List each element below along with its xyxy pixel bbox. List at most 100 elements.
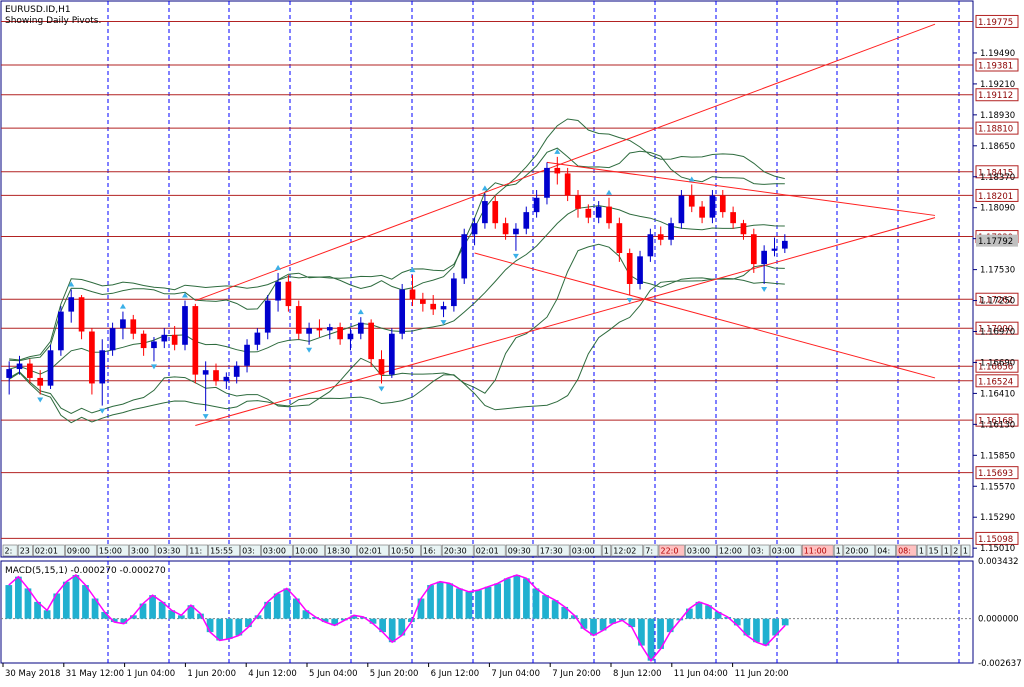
candle-body: [399, 289, 406, 334]
session-marker-box: [961, 544, 971, 557]
bollinger-bands: [8, 118, 785, 424]
time-tick-label: 4 Jun 12:00: [248, 669, 297, 679]
candle-body: [6, 369, 13, 378]
macd-bar: [542, 595, 549, 619]
candle-body: [461, 234, 468, 279]
macd-bar: [590, 618, 597, 636]
pivot-price-label: 1.15693: [978, 469, 1013, 479]
macd-bar: [245, 618, 252, 628]
session-marker-label: 1: [919, 547, 924, 556]
macd-bar: [120, 618, 128, 624]
time-tick-label: 31 May 12:00: [66, 669, 124, 679]
candle-body: [657, 234, 664, 240]
session-marker-label: 02:01: [359, 547, 382, 556]
price-tick-label: 1.19490: [980, 49, 1015, 59]
macd-bar: [24, 588, 32, 619]
price-tick-label: 1.17250: [980, 297, 1015, 307]
macd-bar: [379, 618, 386, 633]
candle-body: [68, 297, 75, 312]
macd-tick-label: 0.000000: [978, 615, 1019, 625]
macd-bar: [417, 598, 425, 619]
session-marker-label: 1: [604, 547, 609, 556]
candle-body: [471, 223, 478, 235]
candle-body: [688, 195, 695, 207]
pivot-price-tag: [975, 121, 1019, 135]
candle-body: [420, 299, 426, 304]
pivot-price-tag: [975, 88, 1019, 102]
macd-histogram: [1, 574, 973, 662]
session-marker-label: 03:00: [687, 547, 710, 556]
candle-body: [409, 289, 416, 300]
candle-body: [171, 334, 178, 345]
candle-body: [637, 256, 643, 284]
session-marker-box: [833, 544, 844, 557]
macd-bar: [53, 593, 61, 619]
candle-body: [326, 327, 333, 331]
session-marker-box: [325, 544, 357, 557]
candlesticks: [6, 156, 788, 412]
price-axis: 1.19775 1.19381 1.19112 1.18810 1.18415 1.182…: [973, 14, 1022, 669]
pivot-price-tag: [975, 292, 1019, 306]
candle-body: [120, 319, 126, 329]
macd-bar: [168, 610, 176, 619]
session-marker-box: [769, 544, 802, 557]
candle-body: [440, 306, 447, 310]
fractal-up-icon: [181, 292, 188, 298]
candle-body: [58, 311, 64, 351]
session-marker-box: [941, 544, 952, 557]
candle-body: [575, 195, 581, 209]
candle-body: [554, 167, 561, 174]
pivot-price-label: 1.19775: [978, 18, 1013, 28]
trend-lines[interactable]: [195, 23, 936, 426]
macd-bar: [714, 611, 722, 619]
pivot-price-label: 1.19381: [978, 62, 1013, 72]
macd-bar: [513, 574, 521, 619]
session-marker-label: 22:0: [661, 547, 679, 556]
macd-bar: [5, 585, 13, 619]
candle-body: [544, 167, 550, 198]
candle-body: [213, 370, 219, 382]
macd-bar: [72, 574, 80, 619]
macd-bar: [273, 593, 281, 619]
macd-bar: [34, 601, 41, 619]
macd-tick-label: -0.002637: [978, 659, 1022, 669]
session-marker-label: 03:: [242, 547, 255, 556]
pivot-price-tag: [975, 531, 1019, 545]
candle-body: [616, 223, 623, 254]
session-marker-label: 1: [963, 547, 968, 556]
session-marker-box: [473, 544, 506, 557]
pivot-price-tag: [975, 165, 1019, 179]
macd-bar: [149, 595, 156, 619]
macd-bar: [82, 585, 89, 619]
pivot-price-tag: [975, 359, 1019, 373]
price-tick-label: 1.18370: [980, 173, 1015, 183]
macd-bar: [225, 618, 233, 639]
candle-body: [564, 173, 571, 196]
fractal-down-icon: [202, 414, 209, 420]
session-marker-label: 09:00: [67, 547, 90, 556]
fractal-down-icon: [378, 386, 385, 392]
candle-body: [337, 327, 343, 340]
candle-body: [109, 328, 116, 351]
macd-bar: [532, 588, 540, 619]
pivot-price-tag: [975, 14, 1019, 28]
candle-body: [27, 363, 33, 378]
macd-bar: [331, 618, 339, 626]
session-marker-box: [2, 544, 18, 557]
macd-bar: [15, 576, 22, 619]
fractal-down-icon: [150, 364, 157, 370]
candle-body: [202, 370, 209, 375]
candle-body: [482, 201, 488, 224]
session-marker-label: 20:30: [444, 547, 467, 556]
candle-body: [368, 322, 374, 360]
candle-body: [285, 281, 292, 307]
time-tick-label: 1 Jun 04:00: [127, 669, 176, 679]
candle-body: [223, 376, 230, 382]
candle-body: [626, 253, 633, 284]
price-tick-label: 1.15850: [980, 451, 1015, 461]
fractal-down-icon: [306, 347, 313, 353]
macd-bar: [158, 601, 166, 619]
